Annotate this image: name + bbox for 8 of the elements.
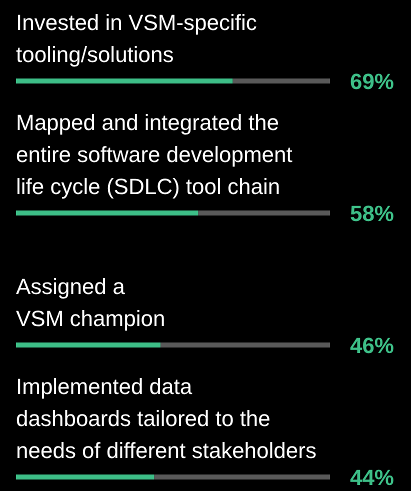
y-tick-label: Assigned a VSM champion [16, 274, 166, 331]
data-label: 44% [350, 465, 394, 490]
data-label: 46% [350, 333, 394, 358]
data-label: 69% [350, 69, 394, 94]
y-tick-label: Invested in VSM-specific tooling/solutions [16, 10, 257, 67]
data-label: 58% [350, 201, 394, 226]
y-tick-label: Implemented data dashboards tailored to the needs of different stakeholders [16, 374, 316, 463]
y-tick-label: Mapped and integrated the entire software development life cycle (SDLC) tool chain [16, 110, 292, 199]
